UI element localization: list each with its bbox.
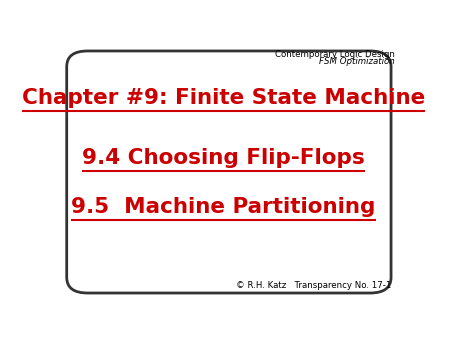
Text: Chapter #9: Finite State Machine: Chapter #9: Finite State Machine bbox=[22, 88, 425, 108]
Text: FSM Optimization: FSM Optimization bbox=[319, 57, 395, 67]
FancyBboxPatch shape bbox=[67, 51, 391, 293]
Text: Contemporary Logic Design: Contemporary Logic Design bbox=[274, 50, 395, 59]
Text: © R.H. Katz   Transparency No. 17-1: © R.H. Katz Transparency No. 17-1 bbox=[236, 282, 391, 290]
Text: 9.5  Machine Partitioning: 9.5 Machine Partitioning bbox=[72, 197, 376, 217]
Text: 9.4 Choosing Flip-Flops: 9.4 Choosing Flip-Flops bbox=[82, 148, 365, 168]
